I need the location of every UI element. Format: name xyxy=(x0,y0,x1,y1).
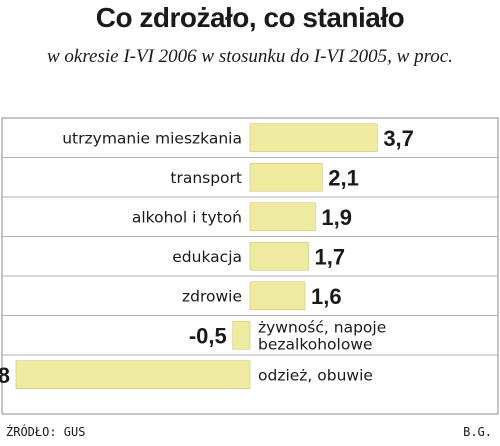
value-label-6: -6,8 xyxy=(0,363,10,388)
chart-frame xyxy=(1,117,499,415)
bar-6 xyxy=(15,360,251,390)
category-label-4: zdrowie xyxy=(182,287,242,305)
category-label-5: żywność, napoje bezalkoholowe xyxy=(258,318,386,353)
value-label-2: 1,9 xyxy=(321,205,352,230)
category-label-6: odzież, obuwie xyxy=(258,366,373,384)
bar-2 xyxy=(249,202,316,232)
bar-4 xyxy=(249,281,306,311)
chart-subtitle: w okresie I-VI 2006 w stosunku do I-VI 2… xyxy=(47,46,453,67)
value-label-3: 1,7 xyxy=(315,244,346,269)
value-label-1: 2,1 xyxy=(328,165,359,190)
category-label-1: transport xyxy=(170,169,242,187)
category-label-3: edukacja xyxy=(172,248,242,266)
bar-0 xyxy=(249,123,378,153)
bar-5 xyxy=(232,320,251,350)
author-initials: B.G. xyxy=(463,425,492,439)
bar-chart: 3,7 utrzymanie mieszkania 2,1 transport 1,9 a… xyxy=(0,117,499,415)
value-label-5: -0,5 xyxy=(189,323,227,348)
category-label-0: utrzymanie mieszkania xyxy=(62,129,242,147)
bar-1 xyxy=(249,162,323,192)
source-note: ŹRÓDŁO: GUS xyxy=(6,425,86,439)
category-label-2: alkohol i tytoń xyxy=(132,208,242,226)
value-label-0: 3,7 xyxy=(383,126,414,151)
value-label-4: 1,6 xyxy=(311,284,342,309)
bar-3 xyxy=(249,241,309,271)
chart-title: Co zdrożało, co staniało xyxy=(95,2,405,33)
